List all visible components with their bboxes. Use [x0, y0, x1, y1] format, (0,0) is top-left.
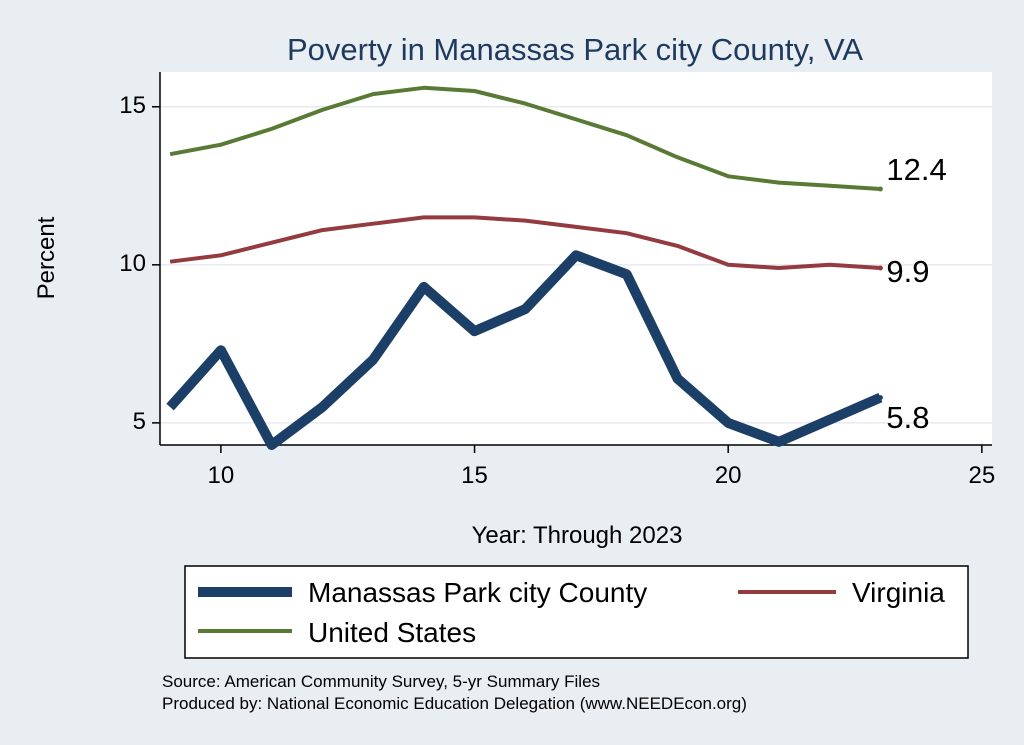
series-line-united-states	[169, 85, 881, 191]
axes	[152, 72, 992, 453]
series-endpoint-manassas-park-city-county	[877, 395, 883, 401]
y-tick-label: 5	[133, 408, 146, 435]
y-tick-label: 10	[119, 250, 146, 277]
y-axis-title: Percent	[33, 216, 60, 299]
legend-label-virginia: Virginia	[852, 577, 945, 608]
x-tick-label: 15	[461, 462, 488, 489]
end-labels: 5.8 9.9 12.4	[886, 152, 946, 435]
end-label-manassas-park-city-county: 5.8	[886, 400, 929, 435]
y-tick-label: 15	[119, 92, 146, 119]
x-tick-label: 20	[715, 462, 742, 489]
series-endpoint-virginia	[877, 265, 883, 271]
legend-label-united-states: United States	[308, 617, 476, 648]
end-label-virginia: 9.9	[886, 254, 929, 289]
series-line-virginia	[169, 215, 881, 270]
series-endpoint-united-states	[877, 186, 883, 192]
x-tick-label: 10	[208, 462, 235, 489]
producer-note: Produced by: National Economic Education…	[162, 694, 747, 713]
legend-label-manassas: Manassas Park city County	[308, 577, 647, 608]
legend: Manassas Park city County Virginia Unite…	[184, 565, 969, 659]
x-axis-title: Year: Through 2023	[472, 522, 683, 549]
chart-title: Poverty in Manassas Park city County, VA	[287, 32, 863, 67]
x-tick-label: 25	[969, 462, 996, 489]
tick-labels: 5 10 15 10 15 20 25	[119, 92, 995, 489]
legend-box	[184, 565, 969, 659]
source-note: Source: American Community Survey, 5-yr …	[162, 672, 600, 691]
series-lines	[166, 85, 883, 450]
series-line-manassas-park-city-county	[166, 250, 883, 450]
end-label-united-states: 12.4	[886, 152, 946, 187]
